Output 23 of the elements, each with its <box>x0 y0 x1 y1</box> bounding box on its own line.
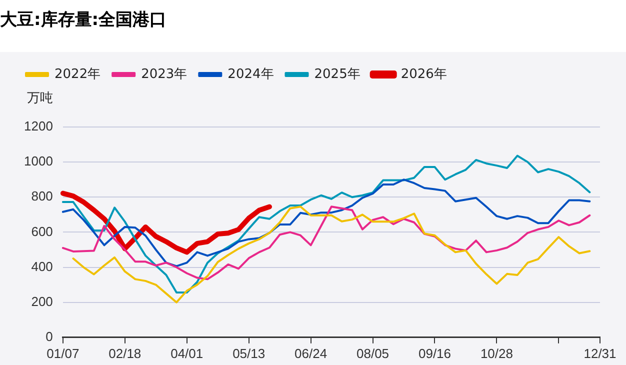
x-tick-label: 08/05 <box>356 346 390 361</box>
y-tick-label: 400 <box>31 258 53 274</box>
x-tick-label: 06/24 <box>294 346 328 361</box>
y-axis-title: 万吨 <box>27 90 53 106</box>
y-tick-label: 800 <box>31 188 53 204</box>
y-tick-label: 1200 <box>24 118 53 134</box>
legend-label: 2023年 <box>141 66 188 82</box>
legend-label: 2022年 <box>54 66 101 82</box>
y-tick-label: 200 <box>31 294 53 309</box>
x-tick-label: 05/13 <box>232 346 266 361</box>
legend-label: 2024年 <box>228 66 274 82</box>
x-tick-label: 01/07 <box>46 346 80 361</box>
x-tick-label: 04/01 <box>170 346 204 361</box>
y-tick-label: 0 <box>46 328 53 344</box>
y-tick-label: 600 <box>31 224 53 239</box>
x-tick-label: 09/16 <box>418 346 452 361</box>
x-tick-label: 10/28 <box>480 346 513 361</box>
x-tick-label: 02/18 <box>108 346 142 361</box>
legend-label: 2025年 <box>314 66 360 82</box>
chart-title: 大豆:库存量:全国港口 <box>0 9 168 32</box>
x-tick-label: 12/31 <box>584 346 616 361</box>
y-tick-label: 1000 <box>24 154 53 169</box>
legend-label: 2026年 <box>400 66 447 82</box>
